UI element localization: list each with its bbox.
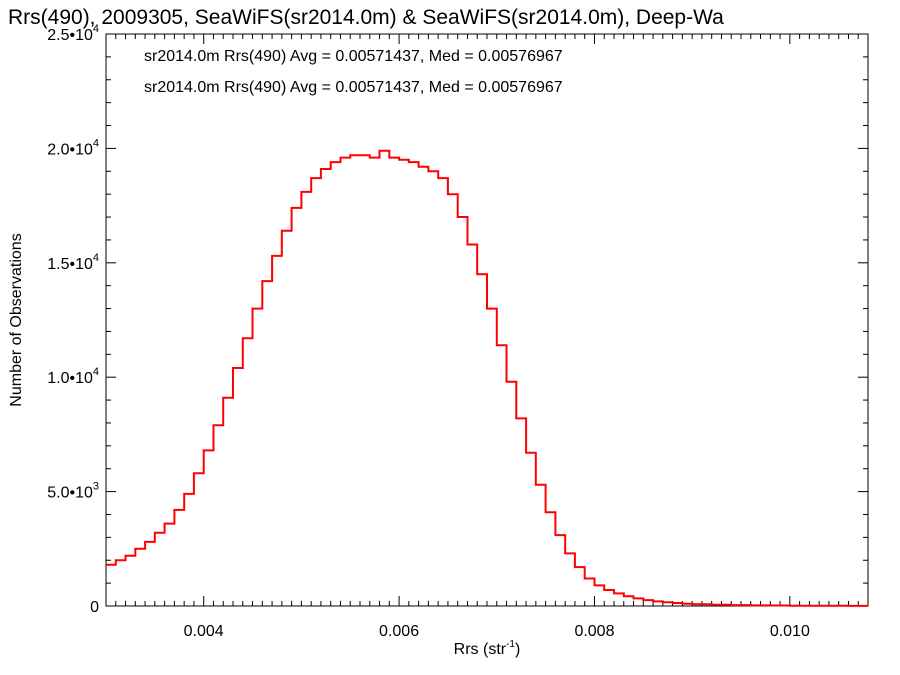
y-axis-label: Number of Observations: [8, 233, 25, 406]
x-axis-ticks: 0.004 0.006 0.008 0.010: [115, 34, 869, 640]
series-line: [106, 149, 868, 607]
x-tick-label: 0.008: [574, 623, 614, 640]
plot-frame: [105, 33, 869, 607]
annotation-red: sr2014.0m Rrs(490) Avg = 0.00571437, Med…: [144, 79, 563, 96]
annotation-black: sr2014.0m Rrs(490) Avg = 0.00571437, Med…: [144, 48, 563, 65]
y-tick-label: 1.0•104: [47, 366, 99, 387]
y-tick-label: 1.5•104: [47, 252, 99, 273]
x-axis-label: Rrs (str-1): [454, 639, 521, 658]
chart-title: Rrs(490), 2009305, SeaWiFS(sr2014.0m) & …: [8, 6, 724, 29]
y-tick-label: 5.0•103: [47, 481, 99, 502]
y-tick-label: 2.0•104: [47, 137, 99, 158]
y-tick-label: 0: [90, 599, 99, 616]
x-tick-label: 0.004: [184, 623, 224, 640]
y-tick-label: 2.5•104: [47, 23, 99, 44]
y-axis-ticks: 0 5.0•103 1.0•104 1.5•104 2.0•104 2.5•104: [47, 23, 868, 616]
series-layer: [106, 149, 868, 607]
x-tick-label: 0.006: [379, 623, 419, 640]
x-tick-label: 0.010: [770, 623, 810, 640]
